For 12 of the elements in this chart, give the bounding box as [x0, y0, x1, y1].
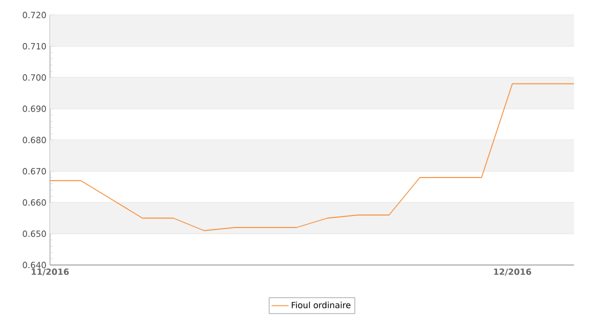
y-tick-label: 0.720 — [22, 12, 46, 18]
y-tick-label: 0.680 — [22, 136, 46, 144]
legend-label: Fioul ordinaire — [292, 302, 350, 308]
x-tick-label: 12/2016 — [494, 268, 532, 276]
y-tick-label: 0.700 — [22, 74, 46, 81]
x-tick-label: 11/2016 — [32, 268, 69, 276]
y-tick-label: 0.650 — [22, 230, 46, 237]
y-tick-label: 0.710 — [22, 43, 46, 50]
y-tick-label: 0.670 — [22, 168, 46, 174]
y-tick-label: 0.690 — [22, 106, 46, 112]
y-tick-label: 0.640 — [22, 262, 46, 268]
y-tick-label: 0.660 — [22, 199, 46, 206]
